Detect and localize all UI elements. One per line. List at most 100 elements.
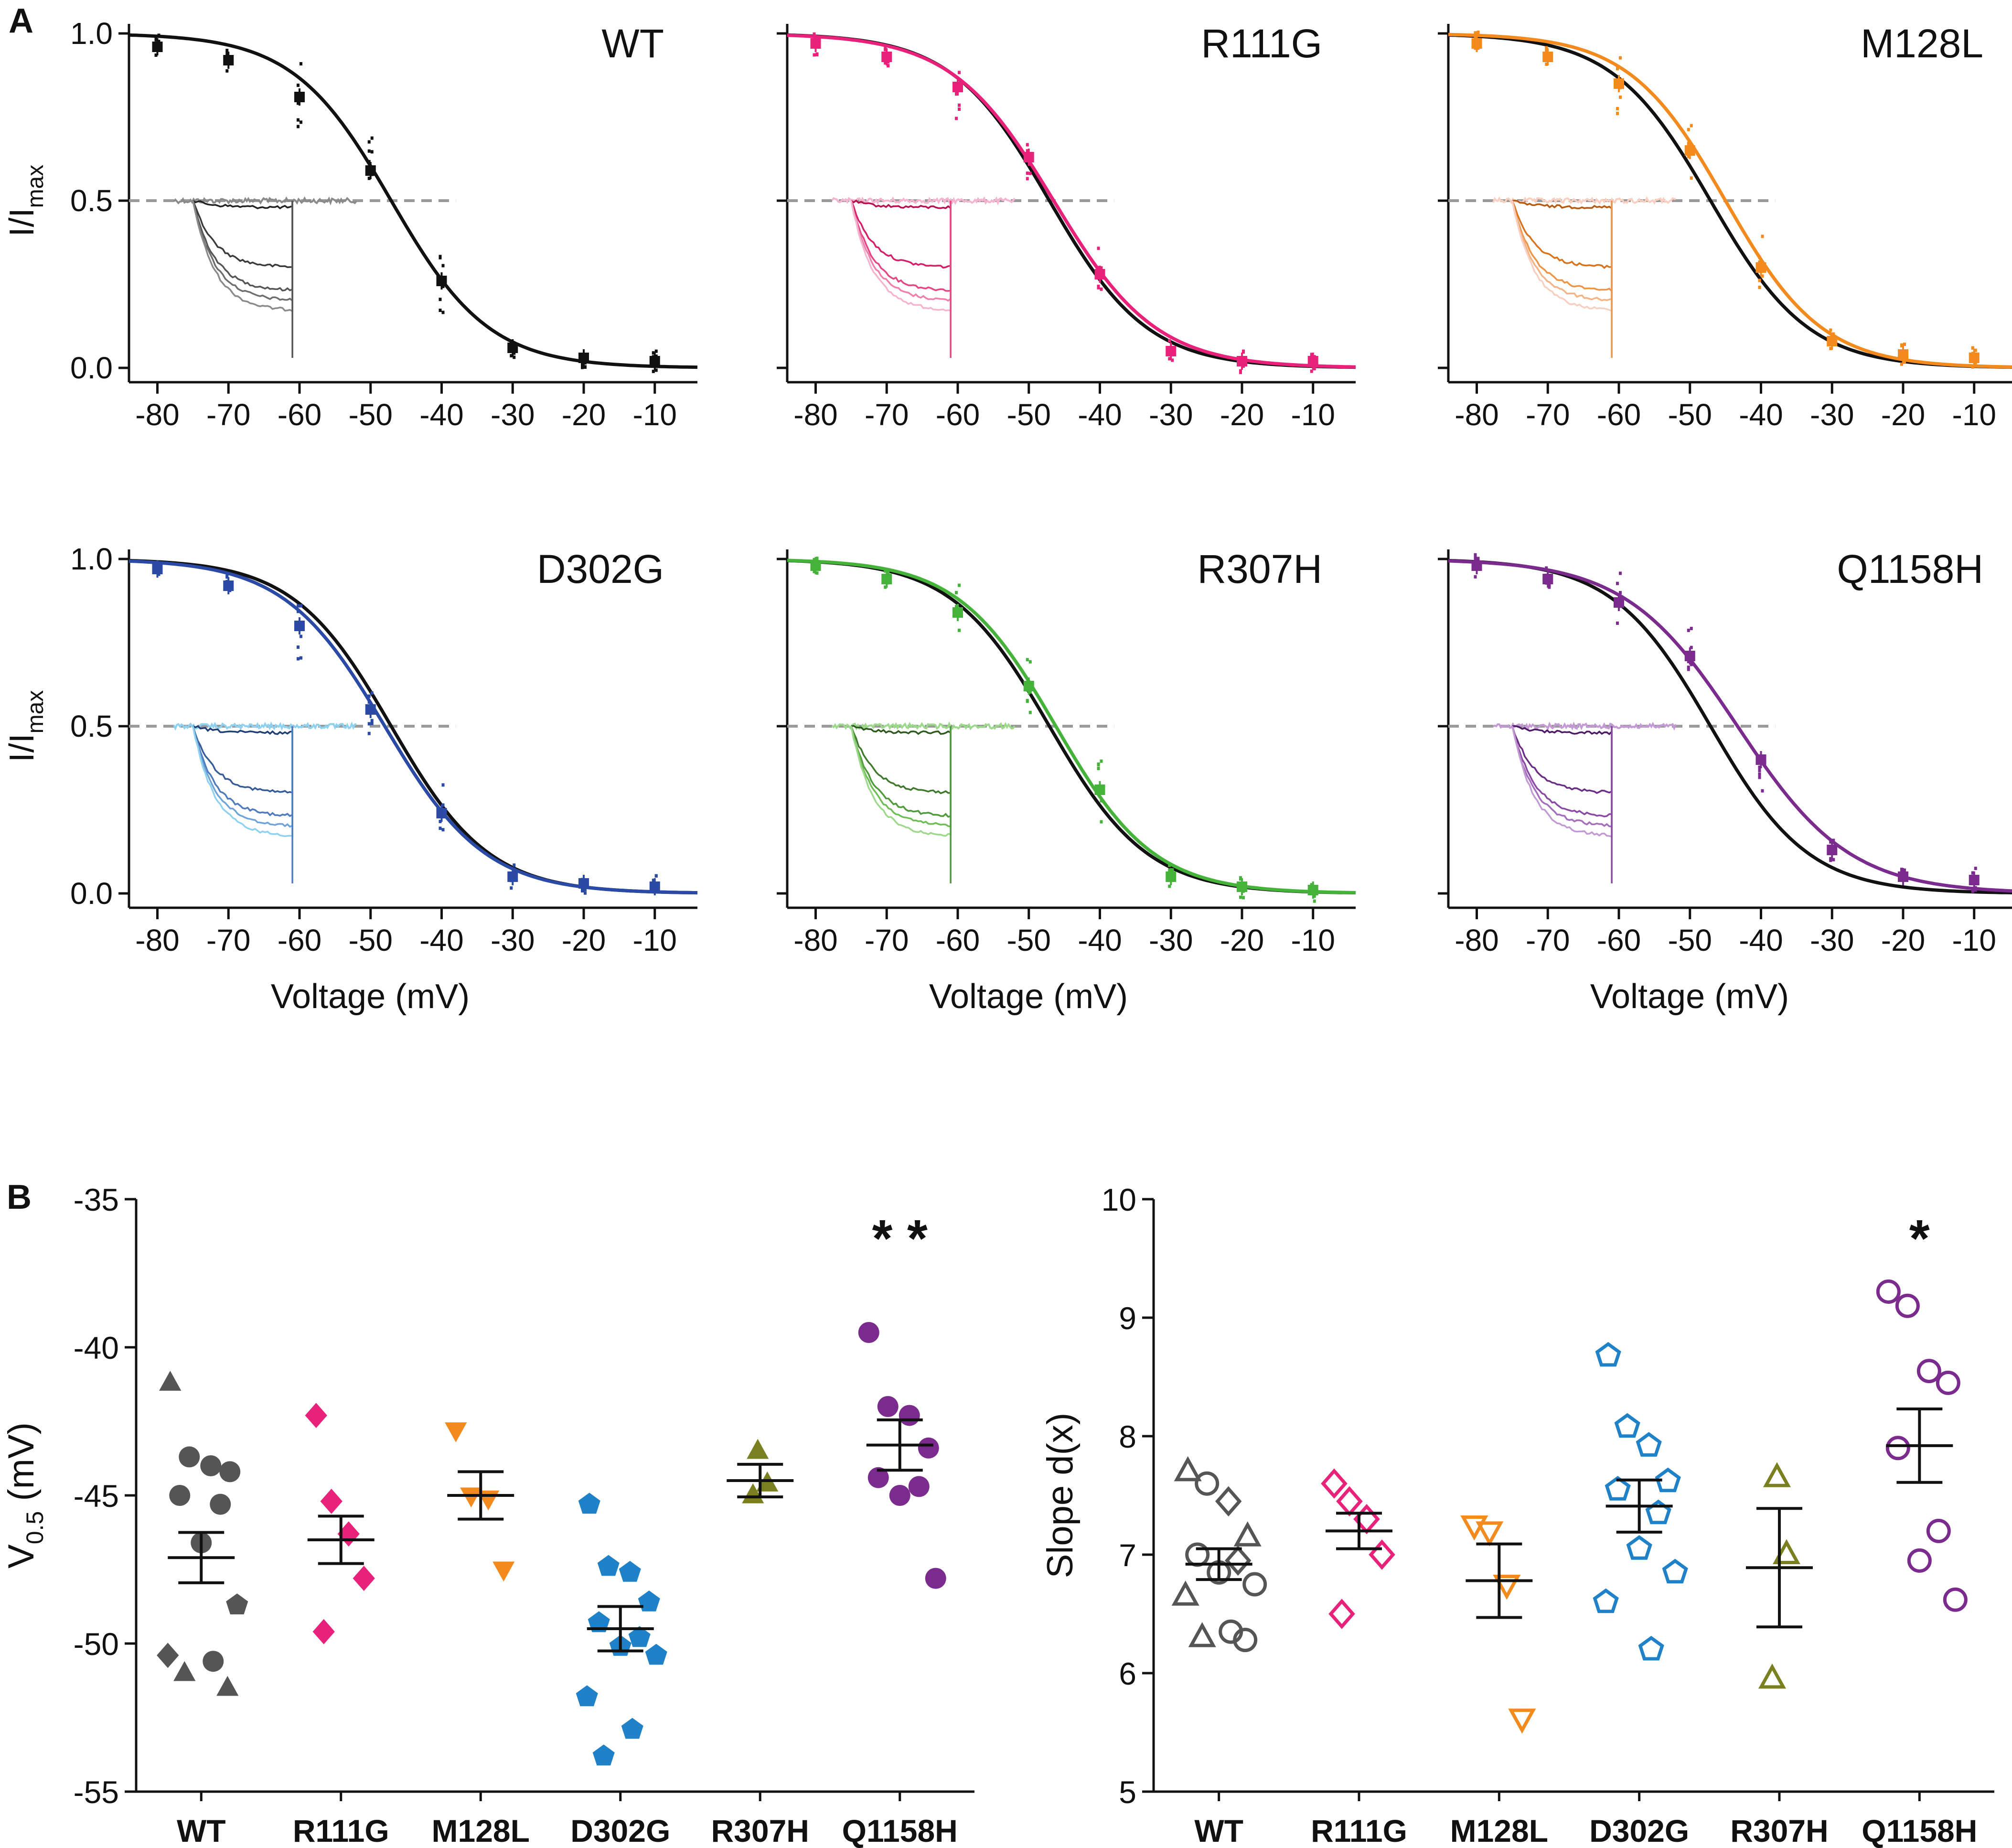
replicate-dot <box>1687 666 1690 669</box>
current-trace <box>192 200 293 303</box>
replicate-dot <box>1690 176 1693 180</box>
replicate-dot <box>297 125 300 129</box>
mean-point <box>1827 336 1838 346</box>
mean-point <box>1898 349 1908 360</box>
mutant-fit-curve <box>128 559 698 895</box>
y-axis-title-main: I/I <box>3 208 41 236</box>
y-axis-title-subscript: max <box>23 165 48 208</box>
x-tick-label: -60 <box>1597 923 1641 957</box>
replicate-dot <box>370 691 374 695</box>
current-trace <box>192 726 293 838</box>
mean-point <box>365 165 376 176</box>
mean-point <box>1614 78 1624 89</box>
replicate-dot <box>1239 370 1242 374</box>
data-point-circle <box>1876 1279 1901 1304</box>
replicate-dot <box>297 610 300 613</box>
x-tick-label: -80 <box>135 398 180 432</box>
current-trace <box>850 726 952 818</box>
replicate-dot <box>1758 775 1761 779</box>
mean-point <box>1898 871 1908 882</box>
x-tick-label: -80 <box>793 398 838 432</box>
mean-point <box>436 276 447 286</box>
replicate-dot <box>367 722 371 726</box>
replicate-dot <box>297 645 300 649</box>
current-trace <box>1511 726 1613 838</box>
data-point-circle <box>1885 1436 1910 1461</box>
mean-point <box>1969 875 1980 885</box>
replicate-dot <box>1548 583 1551 587</box>
replicate-dot <box>1690 663 1693 666</box>
replicate-dot <box>1477 32 1480 36</box>
replicate-dot <box>813 53 816 57</box>
replicate-dot <box>300 634 302 638</box>
x-tick-label: -60 <box>278 398 322 432</box>
x-tick-label: -50 <box>1668 398 1712 432</box>
replicate-dot <box>1971 887 1974 891</box>
replicate-dot <box>367 149 371 153</box>
replicate-dot <box>584 891 587 895</box>
y-tick-label: 1.0 <box>70 16 113 51</box>
replicate-dot <box>1690 124 1693 128</box>
data-point-circle <box>1943 1587 1968 1612</box>
current-trace <box>1511 200 1613 269</box>
replicate-dot <box>654 349 658 353</box>
data-point-diamond <box>157 1643 179 1668</box>
replicate-dot <box>1097 286 1100 290</box>
data-point-circle <box>169 1485 191 1506</box>
x-tick-label: -60 <box>936 923 980 957</box>
replicate-dot <box>887 64 890 68</box>
data-point-triangle-up <box>216 1676 239 1696</box>
replicate-dot <box>1100 759 1103 763</box>
replicate-dot <box>1477 557 1480 560</box>
plot-title: M128L <box>1861 21 1983 66</box>
mean-point <box>507 871 518 882</box>
plot-title: WT <box>601 21 664 66</box>
x-axis-title: Voltage (mV) <box>271 978 470 1016</box>
x-tick-label: -40 <box>1739 398 1783 432</box>
data-point-diamond <box>305 1403 327 1428</box>
data-point-circle <box>908 1476 930 1497</box>
category-label: Q1158H <box>1862 1813 1977 1848</box>
x-tick-label: -20 <box>1881 398 1926 432</box>
x-tick-label: -70 <box>1526 398 1570 432</box>
replicate-dot <box>1097 763 1100 767</box>
current-trace <box>193 725 293 735</box>
mean-point <box>1969 353 1980 363</box>
replicate-dot <box>513 863 516 867</box>
replicate-dot <box>1313 899 1316 903</box>
replicate-dot <box>1758 772 1761 776</box>
data-point-circle <box>200 1455 222 1476</box>
replicate-dot <box>1761 789 1764 793</box>
data-point-diamond <box>1321 1468 1348 1499</box>
data-point-circle <box>925 1568 946 1589</box>
replicate-dot <box>1242 350 1245 354</box>
replicate-dot <box>297 84 300 87</box>
x-tick-label: -40 <box>1739 923 1783 957</box>
mean-point <box>1166 871 1177 882</box>
dot-plot-v-half: -55 -50 -45 -40 -35 WT R111G M128L D302G R307H Q11… <box>1 1182 974 1848</box>
current-trace <box>192 726 293 817</box>
replicate-dot <box>1242 896 1245 900</box>
replicate-dot <box>297 657 300 661</box>
replicate-dot <box>958 107 961 111</box>
mean-point <box>365 704 376 715</box>
y-tick-label: 0.0 <box>70 351 113 385</box>
replicate-dot <box>815 52 819 56</box>
replicate-dot <box>1097 767 1100 771</box>
data-point-pentagon <box>1614 1413 1640 1438</box>
y-tick-label: 10 <box>1102 1182 1136 1217</box>
replicate-dot <box>1971 889 1974 893</box>
current-trace <box>850 200 952 312</box>
y-axis-title: Slope d(x) <box>1040 1413 1081 1578</box>
replicate-dot <box>887 569 890 573</box>
mean-point <box>436 808 447 818</box>
replicate-dot <box>300 656 302 660</box>
replicate-dot <box>1832 332 1835 336</box>
replicate-dot <box>1687 660 1690 664</box>
current-trace <box>1511 200 1613 301</box>
replicate-dot <box>1474 575 1477 579</box>
x-tick-label: -60 <box>278 923 322 957</box>
mean-point <box>578 353 589 363</box>
x-tick-label: -20 <box>1220 923 1264 957</box>
x-tick-label: -50 <box>1007 923 1051 957</box>
